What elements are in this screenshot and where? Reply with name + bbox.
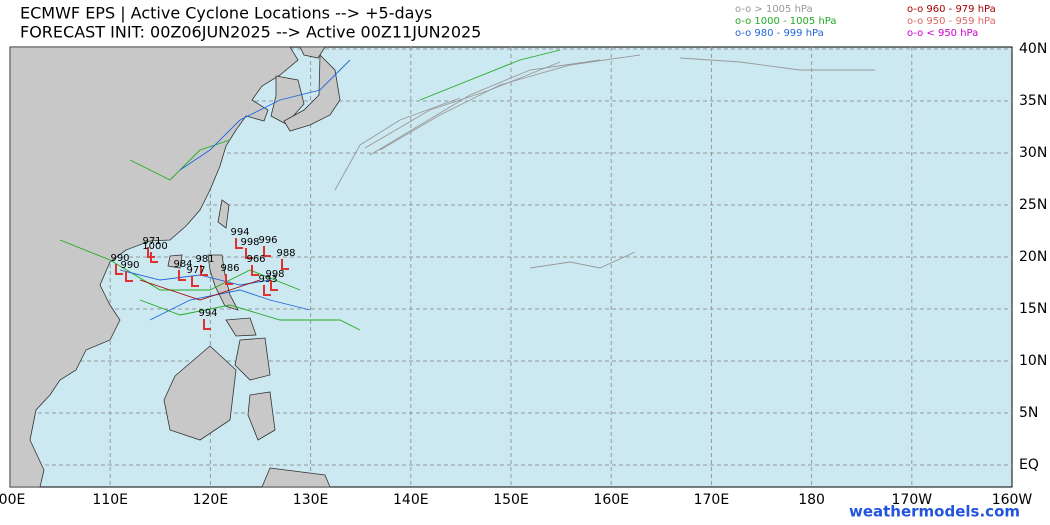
pressure-label: 990 bbox=[110, 253, 129, 264]
lon-tick-label: 180 bbox=[798, 492, 825, 508]
low-marker bbox=[245, 248, 253, 259]
lat-tick-label: 40N bbox=[1019, 41, 1047, 57]
low-marker bbox=[263, 246, 271, 257]
pressure-label: 981 bbox=[195, 254, 214, 265]
low-marker bbox=[125, 271, 133, 282]
pressure-label: 977 bbox=[186, 265, 205, 276]
pressure-label: 984 bbox=[173, 259, 192, 270]
pressure-label: 966 bbox=[246, 254, 265, 265]
lon-tick-label: 170W bbox=[892, 492, 933, 508]
lon-tick-label: 00E bbox=[0, 492, 25, 508]
title-line2: FORECAST INIT: 00Z06JUN2025 --> Active 0… bbox=[20, 23, 481, 42]
title-line1: ECMWF EPS | Active Cyclone Locations -->… bbox=[20, 4, 432, 23]
land bbox=[9, 46, 341, 488]
pressure-label: 996 bbox=[258, 235, 277, 246]
lat-tick-label: 5N bbox=[1019, 405, 1038, 421]
low-marker bbox=[178, 270, 186, 281]
lon-tick-label: 140E bbox=[393, 492, 429, 508]
watermark: weathermodels.com bbox=[849, 503, 1020, 521]
lat-tick-label: 15N bbox=[1019, 301, 1047, 317]
low-marker bbox=[200, 265, 208, 276]
lon-tick-label: 160E bbox=[593, 492, 629, 508]
pressure-label: 994 bbox=[230, 227, 249, 238]
lat-tick-label: 20N bbox=[1019, 249, 1047, 265]
lon-tick-label: 170E bbox=[694, 492, 730, 508]
low-marker bbox=[115, 264, 123, 275]
low-marker bbox=[150, 252, 158, 263]
lon-tick-label: 160W bbox=[992, 492, 1033, 508]
lon-tick-label: 110E bbox=[92, 492, 128, 508]
low-marker bbox=[235, 238, 243, 249]
legend-entry: o-o 950 - 959 hPa bbox=[907, 16, 996, 27]
lat-tick-label: EQ bbox=[1019, 457, 1039, 473]
lon-tick-label: 150E bbox=[493, 492, 529, 508]
lat-tick-label: 30N bbox=[1019, 145, 1047, 161]
low-marker bbox=[270, 280, 278, 291]
pressure-label: 988 bbox=[276, 248, 295, 259]
low-marker bbox=[263, 285, 271, 296]
low-marker bbox=[281, 259, 289, 270]
low-marker bbox=[251, 265, 259, 276]
pressure-label: 1000 bbox=[142, 241, 167, 252]
pressure-label: 990 bbox=[120, 260, 139, 271]
pressure-label: 994 bbox=[198, 308, 217, 319]
low-marker bbox=[191, 276, 199, 287]
lat-tick-label: 35N bbox=[1019, 93, 1047, 109]
legend-entry: o-o 960 - 979 hPa bbox=[907, 4, 996, 15]
grid bbox=[10, 47, 1012, 487]
lon-tick-label: 130E bbox=[293, 492, 329, 508]
legend-entry: o-o 1000 - 1005 hPa bbox=[735, 16, 836, 27]
pressure-label: 998 bbox=[265, 269, 284, 280]
lat-tick-label: 10N bbox=[1019, 353, 1047, 369]
low-marker bbox=[225, 274, 233, 285]
low-marker bbox=[203, 319, 211, 330]
pressure-label: 986 bbox=[220, 263, 239, 274]
pressure-label: 998 bbox=[240, 237, 259, 248]
legend-entry: o-o 980 - 999 hPa bbox=[735, 28, 824, 39]
legend-entry: o-o > 1005 hPa bbox=[735, 4, 813, 15]
lon-tick-label: 120E bbox=[193, 492, 229, 508]
pressure-label: 971 bbox=[142, 236, 161, 247]
lat-tick-label: 25N bbox=[1019, 197, 1047, 213]
pressure-label: 993 bbox=[258, 274, 277, 285]
low-marker bbox=[147, 247, 155, 258]
legend-entry: o-o < 950 hPa bbox=[907, 28, 978, 39]
